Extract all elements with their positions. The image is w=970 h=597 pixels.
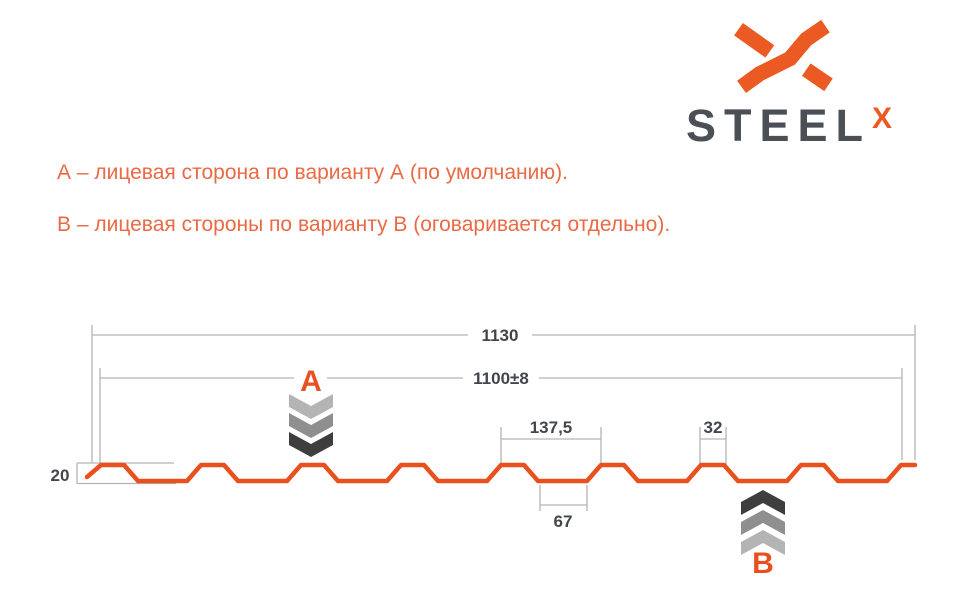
marker-a-label: A	[300, 365, 322, 398]
dimension-working-width: 1100±8	[99, 368, 903, 463]
profile-outline	[84, 462, 918, 484]
dim-total-width-label: 1130	[482, 326, 519, 345]
marker-b-label: B	[752, 547, 774, 580]
marker-b: B	[741, 490, 785, 580]
brand-x-sup: X	[872, 102, 893, 135]
dim-valley-label: 67	[554, 512, 573, 531]
brand-name: STEEL	[686, 100, 872, 151]
chevron-down-a-icon	[289, 394, 333, 457]
dimension-height: 20	[51, 462, 176, 485]
chevron-up-b-icon	[741, 490, 785, 555]
profile-drawing: 1130 1100±8 137,5 32	[51, 325, 918, 580]
note-variant-a: А – лицевая сторона по варианту А (по ум…	[57, 161, 568, 184]
dimension-pitch: 137,5	[500, 418, 602, 464]
dim-pitch-label: 137,5	[530, 418, 573, 437]
dim-height-label: 20	[51, 466, 70, 485]
dim-working-width-label: 1100±8	[473, 369, 529, 388]
dimension-rib-top: 32	[699, 418, 727, 464]
dimension-total-width: 1130	[91, 325, 916, 463]
logo-bar-lower-right	[801, 63, 833, 92]
logo-zigzag-stroke	[737, 19, 830, 93]
note-variant-b: В – лицевая стороны по варианту В (огова…	[57, 213, 671, 236]
steelx-logo-icon	[734, 19, 833, 93]
brand-wordmark: STEELX	[686, 100, 892, 152]
dim-rib-top-label: 32	[704, 418, 723, 437]
logo-bar-upper-left	[734, 22, 775, 58]
dimension-valley: 67	[539, 485, 588, 531]
marker-a: A	[289, 365, 333, 457]
